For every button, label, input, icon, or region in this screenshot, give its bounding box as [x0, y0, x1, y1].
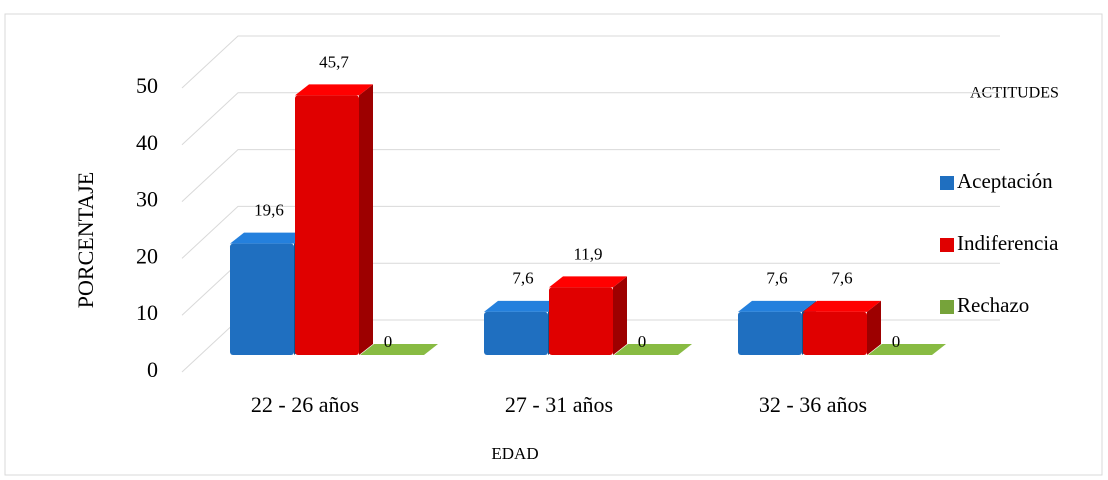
- bar-top: [549, 276, 627, 288]
- x-tick-label: 27 - 31 años: [505, 392, 613, 417]
- legend-label: Indiferencia: [957, 231, 1059, 255]
- y-tick-label: 0: [147, 357, 158, 382]
- data-label: 7,6: [512, 269, 533, 288]
- legend-label: Aceptación: [957, 169, 1053, 193]
- data-label: 0: [384, 332, 393, 351]
- bar: [484, 311, 548, 355]
- y-tick-label: 50: [136, 73, 158, 98]
- bar-top: [360, 344, 438, 355]
- x-tick-label: 22 - 26 años: [251, 392, 359, 417]
- bar-top: [803, 300, 881, 312]
- legend-swatch: [940, 176, 954, 190]
- bar-top: [295, 84, 373, 96]
- data-label: 0: [638, 332, 647, 351]
- grid-line: [181, 205, 1000, 259]
- y-tick-label: 30: [136, 187, 158, 212]
- legend-title: ACTITUDES: [970, 85, 1059, 102]
- data-label: 0: [892, 332, 901, 351]
- bar-top: [738, 300, 816, 312]
- legend-swatch: [940, 238, 954, 252]
- bar-top: [230, 232, 308, 244]
- x-axis-label: EDAD: [491, 444, 538, 463]
- grid-line: [181, 149, 1000, 202]
- legend-swatch: [940, 300, 954, 314]
- bar: [803, 311, 867, 355]
- data-label: 19,6: [254, 201, 284, 220]
- bar: [549, 287, 613, 355]
- legend-label: Rechazo: [957, 293, 1029, 317]
- data-label: 45,7: [319, 52, 349, 71]
- y-axis-label: PORCENTAJE: [73, 172, 98, 308]
- bar-side: [359, 84, 373, 355]
- y-tick-label: 20: [136, 243, 158, 268]
- data-label: 7,6: [831, 269, 852, 288]
- y-tick-label: 40: [136, 130, 158, 155]
- bar-top: [484, 300, 562, 312]
- data-label: 7,6: [766, 269, 787, 288]
- chart-border: [4, 13, 1103, 476]
- bar: [230, 243, 294, 355]
- bar-top: [868, 344, 946, 355]
- data-label: 11,9: [573, 244, 602, 263]
- bar: [295, 95, 359, 355]
- bar-side: [867, 300, 881, 355]
- y-tick-label: 10: [136, 300, 158, 325]
- bar: [738, 311, 802, 355]
- bar-top: [614, 344, 692, 355]
- x-tick-label: 32 - 36 años: [759, 392, 867, 417]
- grid-line: [181, 92, 1000, 146]
- grid-line: [181, 35, 1000, 89]
- bar-side: [613, 276, 627, 355]
